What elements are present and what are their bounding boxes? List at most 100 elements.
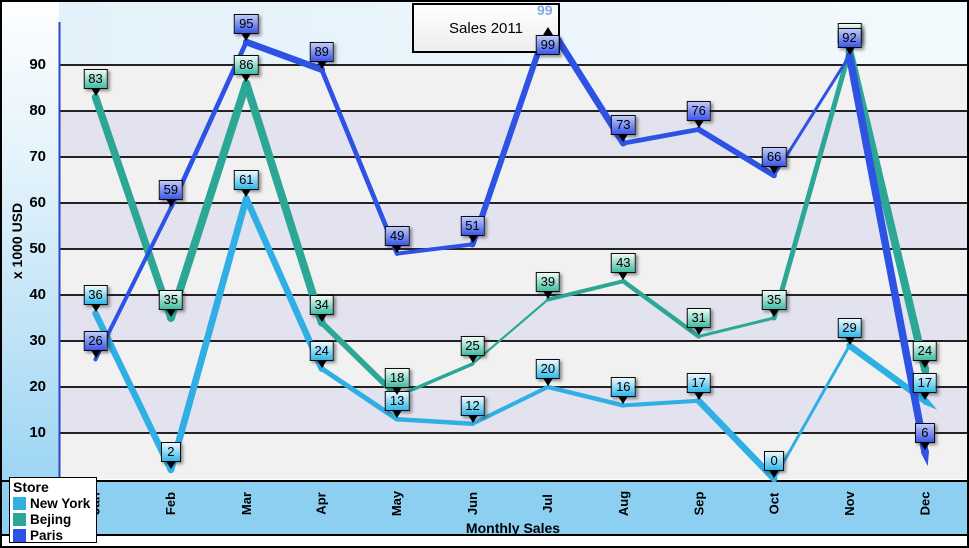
point-label-pointer: [919, 359, 930, 368]
x-tick-label: Dec: [917, 491, 933, 515]
point-label: 89: [309, 41, 334, 62]
x-tick: Oct: [752, 481, 796, 525]
point-label-pointer: [693, 391, 704, 400]
point-label: 25: [460, 336, 485, 356]
chart-title: Sales 2011: [449, 19, 523, 37]
y-tick-label: 40: [29, 286, 46, 303]
y-tick-label: 90: [29, 56, 46, 73]
gridline: [59, 386, 967, 388]
legend-title: Store: [13, 479, 49, 495]
point-label: 92: [837, 27, 862, 48]
point-label-pointer: [693, 120, 704, 129]
point-label-pointer: [90, 350, 101, 359]
point-label-pointer: [241, 74, 252, 83]
legend-swatch-icon: [13, 512, 26, 526]
point-label-pointer: [241, 33, 252, 41]
legend-item: Bejing: [13, 511, 96, 527]
x-tick-label: Nov: [842, 490, 857, 516]
point-label-pointer: [693, 327, 704, 336]
legend-item: Paris: [13, 527, 96, 543]
x-tick: Apr: [300, 481, 344, 525]
x-tick: Jun: [451, 481, 495, 525]
plot-band: [59, 111, 967, 157]
point-label-pointer: [467, 235, 478, 244]
gridline: [59, 110, 967, 112]
y-tick-label: 60: [29, 194, 46, 211]
point-label: 51: [460, 216, 485, 237]
point-label: 6: [914, 423, 935, 444]
legend-item-label: New York: [30, 495, 91, 511]
point-label-pointer: [392, 244, 403, 253]
x-tick-label: Jun: [465, 491, 480, 515]
x-axis-title: Monthly Sales: [465, 520, 561, 536]
highlighted-point-value: 99: [537, 2, 553, 18]
point-label: 76: [686, 101, 711, 122]
x-tick-label: Aug: [615, 490, 631, 516]
y-tick-label: 80: [29, 102, 46, 119]
point-label: 59: [158, 179, 184, 200]
point-label-pointer: [165, 460, 176, 469]
point-label: 0: [764, 451, 785, 471]
point-label-pointer: [769, 166, 780, 175]
x-tick-label: Apr: [314, 491, 330, 515]
point-label: 29: [837, 317, 862, 338]
point-label: 17: [686, 372, 711, 393]
point-label: 16: [611, 377, 636, 398]
point-label-pointer: [165, 198, 176, 207]
point-label-pointer: [769, 309, 780, 317]
point-label: 39: [535, 271, 561, 292]
point-label: 61: [234, 170, 259, 191]
point-label: 83: [83, 69, 108, 90]
legend-item-label: Paris: [30, 527, 64, 543]
point-label: 36: [83, 285, 108, 306]
gridline: [59, 294, 967, 296]
point-label: 2: [160, 441, 181, 462]
point-label-pointer: [316, 359, 327, 368]
x-tick: Aug: [601, 481, 645, 525]
point-label: 99: [535, 34, 561, 55]
point-label-pointer: [90, 88, 101, 97]
legend-item-label: Bejing: [30, 511, 72, 527]
point-label-pointer: [919, 442, 930, 451]
point-label: 35: [158, 290, 184, 310]
y-tick-label: 20: [29, 378, 46, 395]
x-tick: Dec: [903, 481, 947, 525]
plot-band: [59, 65, 967, 111]
point-label: 95: [234, 14, 259, 34]
point-label: 86: [234, 55, 259, 76]
legend-swatch-icon: [13, 496, 26, 510]
y-tick-label: 50: [29, 240, 46, 257]
point-label: 17: [912, 372, 938, 393]
x-axis-strip: [2, 480, 967, 536]
point-label: 73: [611, 115, 636, 136]
point-label: 20: [535, 359, 561, 379]
y-tick-label: 30: [29, 332, 46, 349]
x-tick: Nov: [828, 481, 872, 525]
point-label-pointer: [844, 46, 855, 55]
x-tick-label: Jul: [540, 493, 556, 513]
gridline: [59, 248, 967, 250]
gridline: [59, 202, 967, 204]
legend-swatch-icon: [13, 528, 26, 542]
point-label-pointer: [392, 387, 403, 396]
point-label-pointer: [165, 309, 176, 317]
x-tick: Feb: [149, 481, 193, 525]
gridline: [59, 340, 967, 342]
legend: Store New York Bejing Paris: [9, 477, 97, 543]
x-tick-label: May: [389, 490, 405, 516]
point-label-pointer: [467, 414, 478, 423]
x-tick-label: Feb: [163, 491, 179, 515]
point-label-pointer: [316, 313, 327, 322]
point-label-pointer: [392, 410, 403, 419]
point-label: 12: [460, 395, 485, 416]
point-label-pointer: [618, 272, 629, 281]
gridline: [59, 64, 967, 66]
point-label-pointer: [618, 396, 629, 405]
x-tick: Mar: [224, 481, 268, 525]
point-label-pointer: [618, 134, 629, 143]
y-tick-label: 10: [29, 424, 46, 441]
y-tick-label: 70: [29, 148, 46, 165]
point-label: 18: [384, 368, 410, 389]
plot-band: [59, 203, 967, 249]
